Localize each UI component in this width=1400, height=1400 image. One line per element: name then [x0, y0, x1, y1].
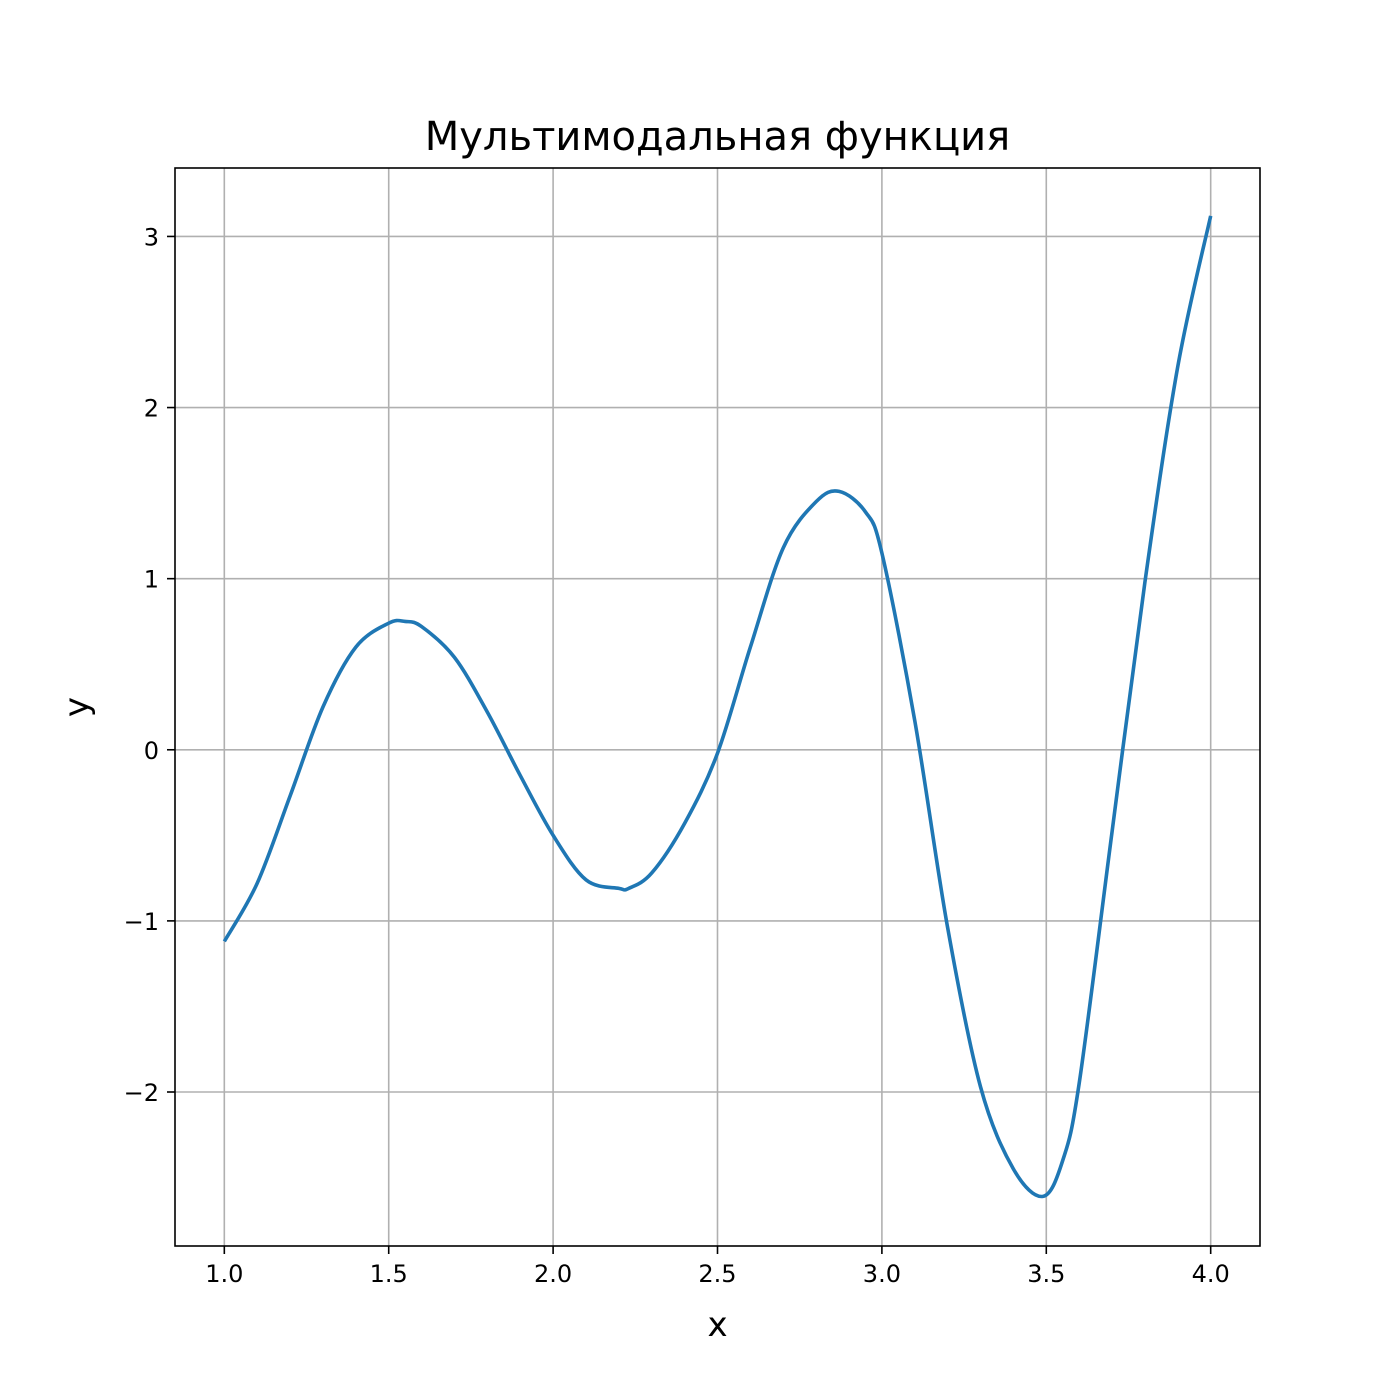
x-tick-label: 2.0	[534, 1260, 572, 1288]
series-line	[222, 215, 1213, 1199]
grid	[175, 168, 1260, 1246]
series-layer	[222, 215, 1213, 1199]
x-tick-label: 2.5	[698, 1260, 736, 1288]
y-axis-label: y	[57, 697, 97, 717]
y-tick-label: 2	[144, 395, 159, 423]
axes-frame	[174, 167, 1261, 1247]
ticks: 1.0 1.5 2.0 2.5 3.0 3.5 4.0 −2 −1 0 1 2 3	[124, 223, 1230, 1288]
chart-title: Мультимодальная функция	[425, 114, 1011, 160]
y-tick-label: −2	[124, 1079, 159, 1107]
x-tick-label: 3.5	[1027, 1260, 1065, 1288]
y-tick-label: 0	[144, 737, 159, 765]
x-tick-label: 3.0	[863, 1260, 901, 1288]
x-axis-label: x	[707, 1305, 727, 1345]
x-tick-label: 1.0	[205, 1260, 243, 1288]
y-tick-label: −1	[124, 908, 159, 936]
x-tick-label: 1.5	[370, 1260, 408, 1288]
y-tick-label: 3	[144, 223, 159, 251]
y-tick-label: 1	[144, 566, 159, 594]
x-tick-label: 4.0	[1192, 1260, 1230, 1288]
